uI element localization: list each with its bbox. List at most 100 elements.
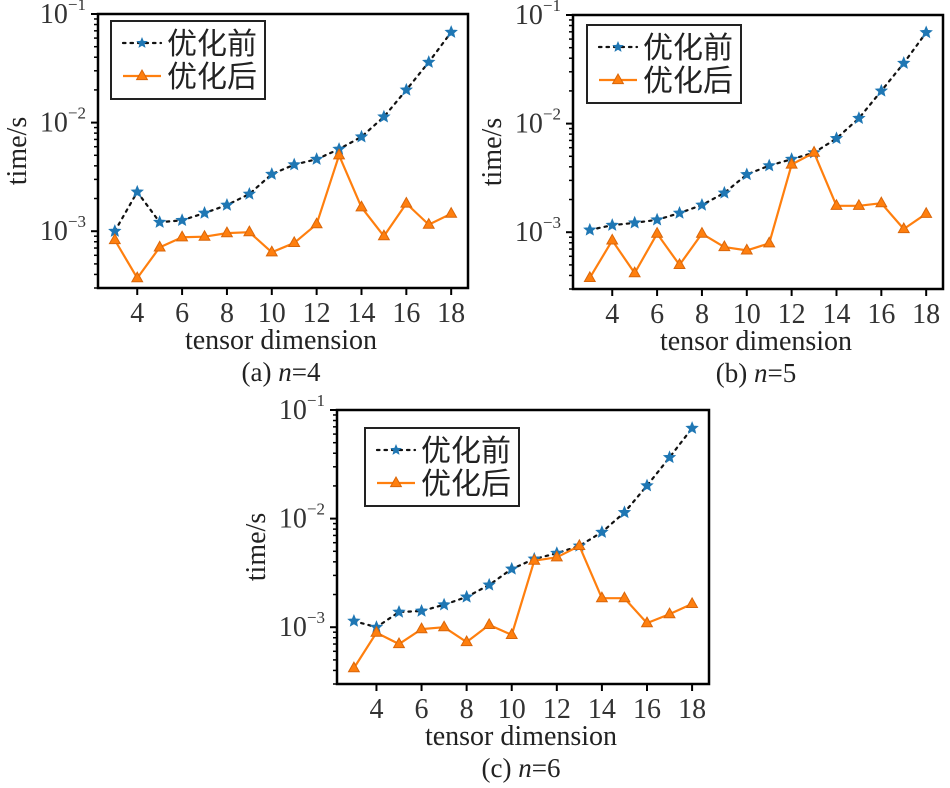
data-point-before bbox=[354, 129, 369, 143]
x-tick-label: 8 bbox=[220, 298, 234, 329]
subplot-b: 10−110−210−34 6 8 10 12 14 16 18优化前优化后time/sten… bbox=[477, 0, 945, 388]
data-point-before bbox=[762, 158, 776, 172]
y-tick-base: 10 bbox=[279, 504, 307, 535]
y-tick-base: 10 bbox=[279, 612, 307, 643]
data-point-after bbox=[695, 226, 709, 238]
legend-triangle-icon bbox=[135, 68, 149, 81]
data-point-before bbox=[505, 561, 519, 575]
x-tick-label: 6 bbox=[415, 694, 429, 725]
y-tick-base: 10 bbox=[515, 217, 543, 248]
data-point-after bbox=[377, 229, 391, 241]
data-point-after bbox=[310, 217, 323, 229]
caption-value: =6 bbox=[532, 753, 561, 783]
data-point-after bbox=[108, 232, 122, 245]
x-tick-label: 18 bbox=[437, 298, 465, 329]
data-point-after bbox=[392, 637, 406, 649]
y-tick-base: 10 bbox=[279, 395, 307, 426]
x-tick-label: 14 bbox=[588, 694, 616, 725]
data-point-after bbox=[897, 222, 911, 234]
data-point-after bbox=[628, 266, 641, 278]
subfigure-caption: (c) n=6 bbox=[482, 753, 561, 783]
data-point-after bbox=[852, 198, 866, 210]
legend-label-after: 优化后 bbox=[643, 64, 733, 99]
data-point-after bbox=[130, 271, 144, 283]
data-point-after bbox=[740, 243, 754, 255]
series-line-before bbox=[588, 31, 928, 232]
x-tick-label: 8 bbox=[695, 299, 709, 330]
legend-label-before: 优化前 bbox=[643, 31, 733, 66]
data-point-after bbox=[347, 661, 361, 673]
legend-box bbox=[586, 24, 742, 104]
y-tick-label: 10−1 bbox=[40, 0, 86, 30]
data-point-before bbox=[717, 185, 732, 199]
x-tick-label: 4 bbox=[605, 299, 619, 330]
subfigure-caption: (b) n=5 bbox=[716, 358, 796, 388]
data-point-before bbox=[640, 478, 654, 492]
y-axis-label: time/s bbox=[241, 513, 272, 581]
subplot-c: 10−110−210−34 6 8 10 12 14 16 18优化前优化后time/sten… bbox=[241, 391, 711, 783]
x-axis-label: tensor dimension bbox=[185, 325, 377, 356]
y-axis-label: time/s bbox=[2, 117, 33, 185]
data-point-after bbox=[198, 229, 211, 241]
data-point-after bbox=[437, 620, 451, 632]
data-point-before bbox=[852, 111, 866, 124]
x-tick-label: 12 bbox=[303, 298, 331, 329]
x-tick-label: 6 bbox=[175, 298, 189, 329]
x-tick-label: 12 bbox=[778, 299, 806, 330]
y-tick-exponent: −2 bbox=[543, 105, 561, 124]
x-tick-label: 4 bbox=[369, 694, 383, 725]
data-point-before bbox=[897, 56, 911, 69]
y-tick-label: 10−2 bbox=[40, 104, 86, 139]
y-tick-base: 10 bbox=[40, 108, 68, 139]
x-tick-label: 14 bbox=[347, 298, 375, 329]
subplot-a: 10−110−210−34 6 8 10 12 14 16 18优化前优化后time/sten… bbox=[2, 0, 470, 387]
data-point-before bbox=[662, 450, 677, 464]
data-point-after bbox=[528, 553, 541, 565]
y-tick-exponent: −1 bbox=[68, 0, 86, 14]
x-tick-label: 16 bbox=[867, 299, 895, 330]
data-point-before bbox=[583, 222, 597, 236]
data-point-after bbox=[287, 235, 301, 248]
data-point-before bbox=[265, 167, 279, 180]
data-point-after bbox=[875, 196, 888, 208]
caption-variable: n bbox=[278, 357, 292, 387]
data-point-after bbox=[265, 245, 279, 257]
legend-star-icon bbox=[390, 444, 402, 455]
y-tick-base: 10 bbox=[40, 0, 68, 30]
data-point-after bbox=[505, 627, 518, 639]
data-point-after bbox=[583, 270, 597, 282]
x-tick-label: 8 bbox=[460, 694, 474, 725]
data-point-after bbox=[444, 206, 458, 218]
series-line-after bbox=[588, 151, 927, 279]
x-tick-label: 10 bbox=[258, 298, 286, 329]
data-point-before bbox=[399, 82, 414, 96]
data-point-after bbox=[415, 622, 428, 634]
data-point-before bbox=[459, 589, 474, 603]
y-tick-exponent: −3 bbox=[68, 212, 86, 231]
data-point-before bbox=[392, 604, 406, 618]
data-point-after bbox=[422, 217, 436, 229]
data-point-after bbox=[332, 148, 346, 160]
data-point-before bbox=[220, 198, 234, 211]
data-point-after bbox=[460, 635, 473, 647]
data-point-before bbox=[377, 109, 391, 123]
y-tick-label: 10−1 bbox=[279, 391, 325, 426]
x-tick-label: 18 bbox=[912, 299, 940, 330]
data-point-before bbox=[242, 186, 257, 200]
data-point-after bbox=[919, 206, 933, 218]
caption-prefix: (a) bbox=[242, 357, 279, 387]
data-point-after bbox=[685, 596, 699, 608]
data-point-before bbox=[672, 206, 687, 219]
series-line-before bbox=[352, 427, 694, 629]
legend-triangle-icon bbox=[611, 72, 625, 85]
y-tick-exponent: −1 bbox=[543, 0, 561, 15]
data-point-after bbox=[762, 236, 776, 248]
y-tick-label: 10−1 bbox=[515, 0, 561, 31]
legend-label-after: 优化后 bbox=[421, 467, 511, 502]
x-axis-label: tensor dimension bbox=[660, 326, 852, 357]
data-point-before bbox=[130, 184, 144, 198]
data-point-after bbox=[650, 226, 664, 238]
